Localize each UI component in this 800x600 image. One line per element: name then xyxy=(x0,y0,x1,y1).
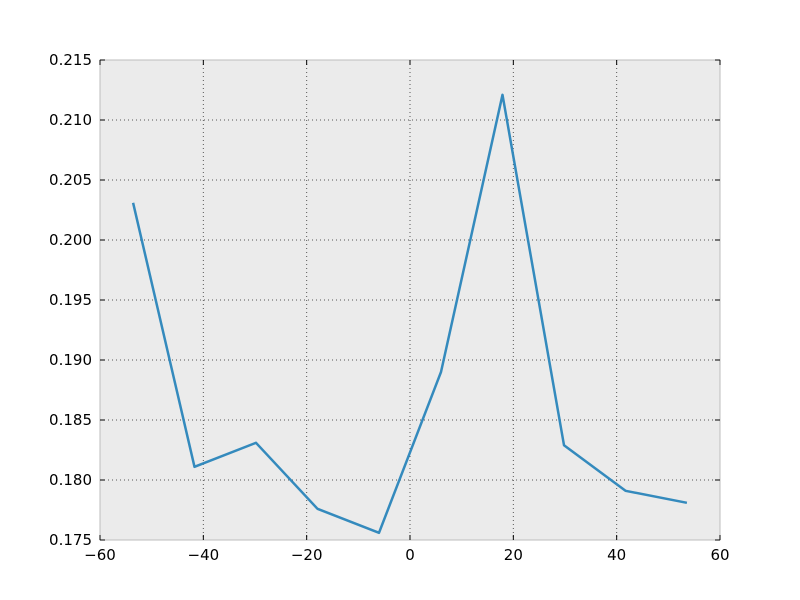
y-tick-label: 0.210 xyxy=(49,111,92,129)
series-line xyxy=(131,93,688,535)
x-tick-label: 40 xyxy=(607,546,626,564)
x-tick-label: 20 xyxy=(504,546,523,564)
series-layer xyxy=(131,93,688,535)
x-tick-label: 60 xyxy=(710,546,729,564)
x-tick-label: −20 xyxy=(291,546,323,564)
x-tick-label: −60 xyxy=(84,546,116,564)
y-tick-labels: 0.175 0.180 0.185 0.190 0.195 0.200 0.205 0.210… xyxy=(49,51,92,549)
x-tick-label: 0 xyxy=(405,546,415,564)
x-tick-labels: −60 −40 −20 0 20 40 60 xyxy=(84,546,729,564)
y-tick-label: 0.185 xyxy=(49,411,92,429)
y-tick-label: 0.215 xyxy=(49,51,92,69)
x-tick-label: −40 xyxy=(188,546,220,564)
y-tick-label: 0.195 xyxy=(49,291,92,309)
y-tick-label: 0.180 xyxy=(49,471,92,489)
y-tick-label: 0.205 xyxy=(49,171,92,189)
y-tick-label: 0.175 xyxy=(49,531,92,549)
y-tick-label: 0.200 xyxy=(49,231,92,249)
tick-marks xyxy=(99,59,721,541)
y-tick-label: 0.190 xyxy=(49,351,92,369)
